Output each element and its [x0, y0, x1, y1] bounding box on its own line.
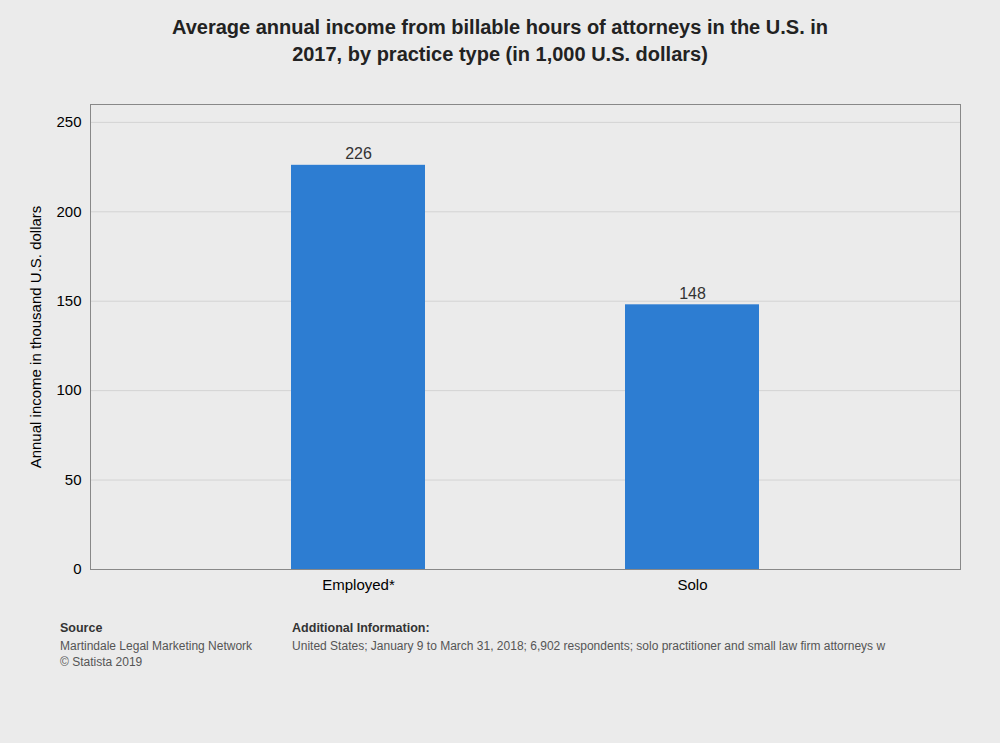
svg-text:Employed*: Employed* — [322, 576, 395, 593]
svg-text:148: 148 — [679, 285, 706, 302]
svg-text:150: 150 — [56, 292, 81, 309]
html-text:Additional Information:: Additional Information: — [292, 621, 430, 635]
svg-text:0: 0 — [73, 560, 81, 577]
svg-text:250: 250 — [56, 113, 81, 130]
svg-text:200: 200 — [56, 203, 81, 220]
html-text:Average annual income from bil: Average annual income from billable hour… — [172, 16, 828, 65]
html-text:Martindale Legal Marketing Net: Martindale Legal Marketing Network © Sta… — [60, 638, 253, 670]
svg-text:50: 50 — [65, 471, 82, 488]
svg-text:Annual income in thousand U.S.: Annual income in thousand U.S. dollars — [27, 206, 44, 469]
html-text:Source: Source — [60, 621, 103, 635]
svg-text:Solo: Solo — [677, 576, 707, 593]
html-text:United States; January 9 to Ma: United States; January 9 to March 31, 20… — [292, 638, 886, 653]
svg-text:226: 226 — [345, 145, 372, 162]
svg-text:100: 100 — [56, 381, 81, 398]
